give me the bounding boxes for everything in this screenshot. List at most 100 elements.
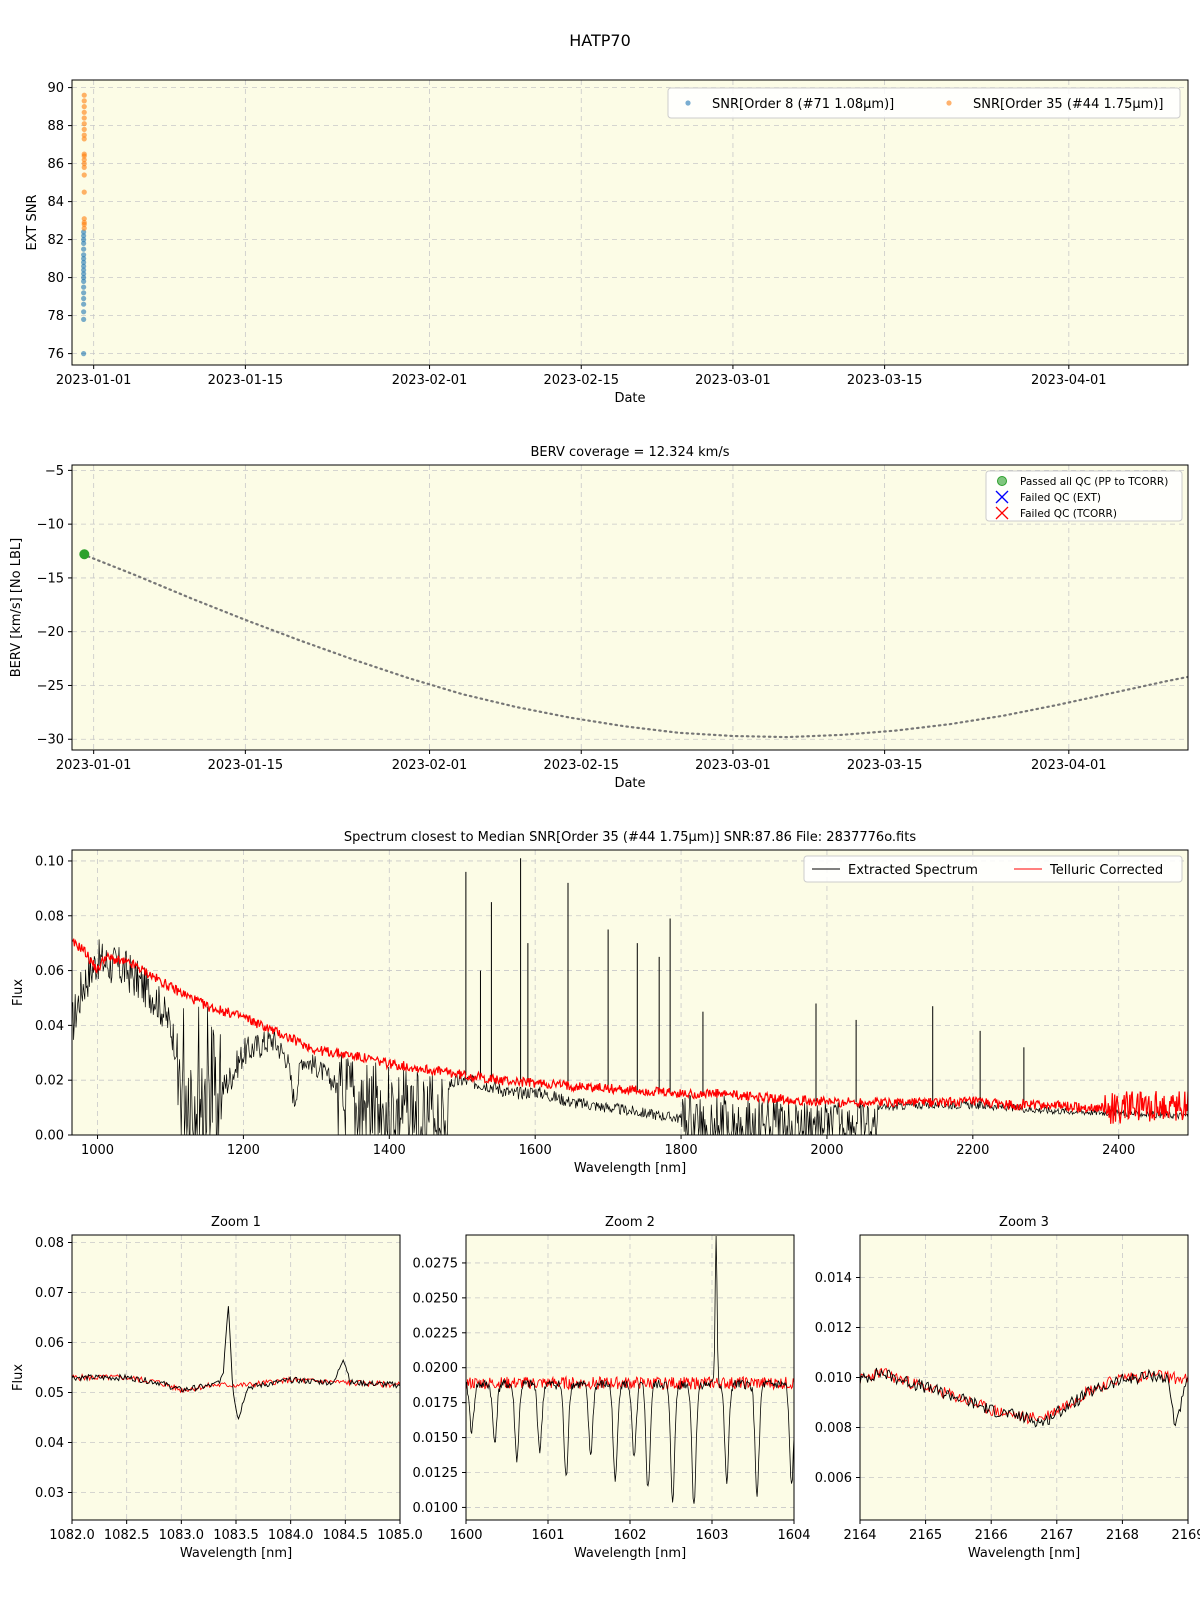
- y-tick-label: 80: [47, 271, 64, 286]
- x-tick-label: 1200: [227, 1143, 260, 1158]
- y-axis-label: EXT SNR: [25, 195, 40, 251]
- y-tick-label: 0.0275: [413, 1256, 459, 1271]
- x-tick-label: 2023-01-15: [208, 758, 284, 773]
- y-tick-label: −25: [37, 679, 64, 694]
- series-layer: [79, 549, 1188, 739]
- x-tick-label: 2023-04-01: [1031, 373, 1107, 388]
- x-tick-label: 1600: [449, 1528, 482, 1543]
- y-tick-label: 0.08: [35, 1236, 64, 1251]
- snr-point: [81, 351, 87, 357]
- x-tick-label: 2165: [909, 1528, 942, 1543]
- y-tick-label: −20: [37, 625, 64, 640]
- plot-area: [72, 80, 1188, 365]
- y-tick-label: 0.06: [35, 964, 64, 979]
- x-tick-label: 2169: [1171, 1528, 1200, 1543]
- snr-point: [81, 172, 87, 178]
- snr-point: [81, 132, 87, 138]
- axes-title: Spectrum closest to Median SNR[Order 35 …: [344, 830, 916, 845]
- legend-label: Passed all QC (PP to TCORR): [1020, 476, 1168, 488]
- legend-marker: [997, 476, 1007, 486]
- y-tick-label: 78: [47, 309, 64, 324]
- telluric-corrected-line: [72, 937, 1188, 1124]
- extracted-spectrum-line: [466, 1235, 794, 1504]
- x-tick-label: 1601: [531, 1528, 564, 1543]
- y-tick-label: 0.014: [815, 1271, 852, 1286]
- snr-point: [81, 126, 87, 132]
- snr-point: [81, 240, 87, 246]
- y-tick-label: 82: [47, 233, 64, 248]
- x-tick-label: 2023-03-01: [695, 758, 771, 773]
- y-tick-label: 0.0175: [413, 1396, 459, 1411]
- x-tick-label: 1000: [81, 1143, 114, 1158]
- y-axis-label: Flux: [11, 1364, 26, 1391]
- snr-point: [81, 290, 87, 296]
- x-tick-label: 2023-03-15: [847, 373, 923, 388]
- y-tick-label: −15: [37, 571, 64, 586]
- legend: Extracted Spectrum Telluric Corrected: [803, 855, 1183, 883]
- x-tick-label: 2164: [843, 1528, 876, 1543]
- y-tick-label: 0.0225: [413, 1326, 459, 1341]
- legend-marker: [995, 506, 1009, 520]
- x-tick-label: 1082.5: [104, 1528, 150, 1543]
- snr-point: [81, 246, 87, 252]
- legend-label: Extracted Spectrum: [848, 863, 978, 878]
- axes-spectrum: 1000 1200 1400 1600 1800 2000 2200 2400 0.00 0.02…: [11, 830, 1189, 1176]
- snr-point: [81, 259, 87, 265]
- x-tick-label: 1600: [519, 1143, 552, 1158]
- legend-label: SNR[Order 8 (#71 1.08μm)]: [712, 97, 894, 112]
- snr-point: [81, 221, 87, 227]
- x-axis-label: Date: [614, 391, 645, 406]
- snr-point: [81, 98, 87, 104]
- legend-label: Failed QC (EXT): [1020, 492, 1101, 504]
- x-tick-label: 1603: [695, 1528, 728, 1543]
- snr-point: [81, 104, 87, 110]
- plot-area: [466, 1235, 794, 1520]
- y-tick-label: 90: [47, 81, 64, 96]
- y-tick-label: 0.06: [35, 1336, 64, 1351]
- snr-point: [81, 275, 87, 281]
- series-layer: [81, 92, 87, 357]
- plot-area: [72, 850, 1188, 1135]
- y-tick-label: 0.07: [35, 1286, 64, 1301]
- snr-point: [81, 136, 87, 142]
- y-tick-label: 0.0150: [413, 1431, 459, 1446]
- berv-point: [79, 549, 90, 560]
- axes-title: Zoom 2: [605, 1215, 655, 1230]
- x-tick-label: 2023-01-01: [56, 373, 132, 388]
- y-tick-label: 0.012: [815, 1321, 852, 1336]
- y-tick-label: 86: [47, 157, 64, 172]
- legend-marker: [995, 490, 1009, 504]
- legend-label: Failed QC (TCORR): [1020, 508, 1117, 520]
- figure-title: HATP70: [569, 31, 631, 50]
- y-tick-label: −5: [45, 464, 64, 479]
- y-tick-label: 0.05: [35, 1386, 64, 1401]
- axes-zoom2: 1600 1601 1602 1603 1604 0.0100 0.0125 0.0150 0.…: [413, 1215, 811, 1561]
- snr-point: [81, 301, 87, 307]
- snr-point: [81, 278, 87, 284]
- y-tick-label: 0.0100: [413, 1501, 459, 1516]
- snr-point: [81, 164, 87, 170]
- snr-point: [81, 233, 87, 239]
- x-tick-label: 2400: [1102, 1143, 1135, 1158]
- y-tick-label: 0.006: [815, 1471, 852, 1486]
- extracted-spectrum-line: [72, 939, 1188, 1135]
- x-axis-label: Date: [614, 776, 645, 791]
- x-tick-label: 1084.0: [268, 1528, 314, 1543]
- x-tick-label: 1085.0: [377, 1528, 423, 1543]
- x-tick-label: 2023-04-01: [1031, 758, 1107, 773]
- snr-point: [81, 256, 87, 262]
- x-tick-label: 2166: [975, 1528, 1008, 1543]
- y-tick-label: 0.10: [35, 854, 64, 869]
- x-tick-label: 1083.5: [213, 1528, 259, 1543]
- snr-point: [81, 189, 87, 195]
- y-tick-label: 0.008: [815, 1421, 852, 1436]
- series-layer: [72, 1306, 400, 1421]
- axes-frame: [859, 1234, 1189, 1521]
- x-tick-label: 2023-01-15: [208, 373, 284, 388]
- x-tick-label: 1800: [665, 1143, 698, 1158]
- x-tick-label: 2023-03-15: [847, 758, 923, 773]
- axes-zoom1: 1082.0 1082.5 1083.0 1083.5 1084.0 1084.5 1085…: [11, 1215, 423, 1561]
- x-tick-label: 2023-02-01: [392, 758, 468, 773]
- snr-point: [81, 161, 87, 167]
